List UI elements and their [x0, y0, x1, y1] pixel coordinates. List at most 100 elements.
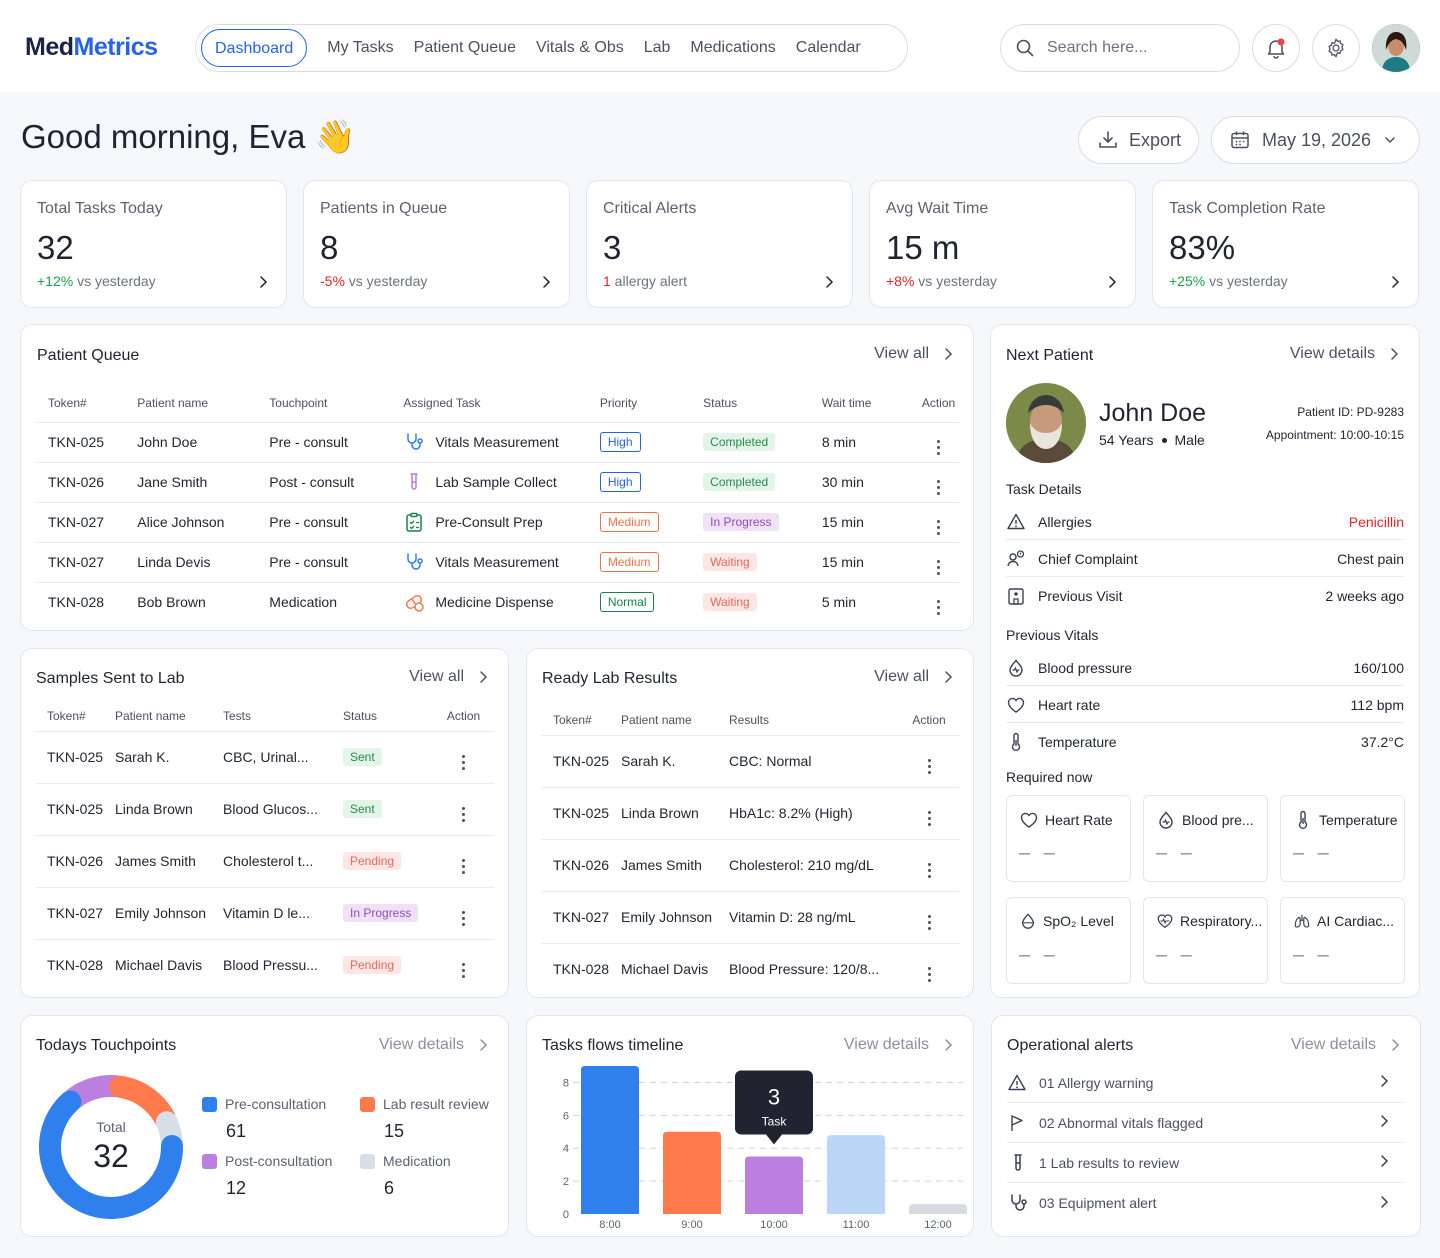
- more-actions-icon[interactable]: [462, 858, 466, 874]
- action-cell[interactable]: [899, 734, 959, 787]
- search-input[interactable]: Search here...: [1000, 24, 1240, 72]
- samples-view-all[interactable]: View all: [409, 668, 488, 686]
- action-cell[interactable]: [433, 730, 494, 783]
- action-cell[interactable]: [899, 838, 959, 891]
- donut-segment[interactable]: [39, 1090, 183, 1219]
- bar[interactable]: [581, 1066, 639, 1214]
- bar[interactable]: [663, 1131, 721, 1214]
- patient-name-cell[interactable]: Linda Brown: [621, 786, 729, 839]
- user-avatar[interactable]: [1372, 24, 1420, 72]
- more-actions-icon[interactable]: [927, 810, 931, 826]
- table-row[interactable]: TKN-025 Sarah K. CBC: Normal: [541, 734, 959, 787]
- more-actions-icon[interactable]: [937, 559, 941, 575]
- required-vital-tile[interactable]: Heart Rate – –: [1006, 795, 1131, 882]
- action-cell[interactable]: [918, 421, 959, 462]
- action-cell[interactable]: [433, 938, 494, 991]
- table-row[interactable]: TKN-026 James Smith Cholesterol t... Pendin…: [35, 834, 494, 887]
- table-row[interactable]: TKN-028 Bob Brown Medication Medicine Dispe…: [36, 581, 959, 622]
- table-row[interactable]: TKN-026 Jane Smith Post - consult Lab Sampl…: [36, 461, 959, 502]
- patient-name-cell[interactable]: Michael Davis: [115, 938, 223, 991]
- nav-my-tasks[interactable]: My Tasks: [327, 39, 394, 56]
- table-row[interactable]: TKN-027 Linda Devis Pre - consult Vitals Me…: [36, 541, 959, 582]
- alert-item[interactable]: 03 Equipment alert: [1007, 1183, 1405, 1223]
- action-cell[interactable]: [899, 786, 959, 839]
- table-row[interactable]: TKN-025 John Doe Pre - consult Vitals Measu…: [36, 421, 959, 462]
- action-cell[interactable]: [918, 541, 959, 582]
- bar[interactable]: [745, 1156, 803, 1214]
- patient-name-cell[interactable]: Sarah K.: [621, 734, 729, 787]
- patient-name-cell[interactable]: Emily Johnson: [115, 886, 223, 939]
- kpi-card[interactable]: Critical Alerts 3 1 allergy alert: [586, 180, 853, 308]
- table-row[interactable]: TKN-027 Alice Johnson Pre - consult Pre-Con…: [36, 501, 959, 542]
- table-row[interactable]: TKN-028 Michael Davis Blood Pressu... Pendi…: [35, 938, 494, 991]
- alert-item[interactable]: 02 Abnormal vitals flagged: [1007, 1103, 1405, 1143]
- more-actions-icon[interactable]: [937, 599, 941, 615]
- nav-lab[interactable]: Lab: [643, 39, 671, 56]
- more-actions-icon[interactable]: [937, 439, 941, 455]
- nav-vitals-obs[interactable]: Vitals & Obs: [535, 39, 624, 56]
- more-actions-icon[interactable]: [927, 862, 931, 878]
- settings-button[interactable]: [1312, 24, 1360, 72]
- action-cell[interactable]: [918, 581, 959, 622]
- more-actions-icon[interactable]: [462, 754, 466, 770]
- bar[interactable]: [827, 1135, 885, 1214]
- required-vital-tile[interactable]: SpO₂ Level – –: [1006, 897, 1131, 984]
- required-vital-tile[interactable]: AI Cardiac... – –: [1280, 897, 1405, 984]
- ready-results-view-all[interactable]: View all: [874, 668, 953, 686]
- action-cell[interactable]: [433, 886, 494, 939]
- patient-name-cell[interactable]: James Smith: [115, 834, 223, 887]
- date-picker[interactable]: May 19, 2026: [1211, 116, 1420, 164]
- action-cell[interactable]: [899, 942, 959, 995]
- more-actions-icon[interactable]: [937, 479, 941, 495]
- nav-patient-queue[interactable]: Patient Queue: [413, 39, 516, 56]
- action-cell[interactable]: [918, 461, 959, 502]
- more-actions-icon[interactable]: [937, 519, 941, 535]
- more-actions-icon[interactable]: [462, 910, 466, 926]
- more-actions-icon[interactable]: [927, 758, 931, 774]
- timeline-view-details[interactable]: View details: [844, 1036, 953, 1054]
- action-cell[interactable]: [899, 890, 959, 943]
- more-actions-icon[interactable]: [927, 966, 931, 982]
- action-cell[interactable]: [433, 782, 494, 835]
- more-actions-icon[interactable]: [462, 962, 466, 978]
- export-button[interactable]: Export: [1078, 116, 1199, 164]
- nav-medications[interactable]: Medications: [690, 39, 776, 56]
- alert-item[interactable]: 1 Lab results to review: [1007, 1143, 1405, 1183]
- table-row[interactable]: TKN-025 Linda Brown HbA1c: 8.2% (High): [541, 786, 959, 839]
- touchpoints-view-details[interactable]: View details: [379, 1036, 488, 1054]
- nav-dashboard[interactable]: Dashboard: [201, 29, 308, 67]
- next-patient-view-details[interactable]: View details: [1290, 345, 1399, 363]
- required-vital-tile[interactable]: Respiratory... – –: [1143, 897, 1268, 984]
- more-actions-icon[interactable]: [462, 806, 466, 822]
- alerts-view-details[interactable]: View details: [1291, 1036, 1400, 1054]
- patient-name-cell[interactable]: Linda Brown: [115, 782, 223, 835]
- patient-name-cell[interactable]: Sarah K.: [115, 730, 223, 783]
- patient-name-cell[interactable]: Michael Davis: [621, 942, 729, 995]
- table-row[interactable]: TKN-025 Sarah K. CBC, Urinal... Sent: [35, 730, 494, 783]
- notifications-button[interactable]: [1252, 24, 1300, 72]
- kpi-card[interactable]: Total Tasks Today 32 +12% vs yesterday: [20, 180, 287, 308]
- donut-segment[interactable]: [63, 1075, 127, 1110]
- table-row[interactable]: TKN-028 Michael Davis Blood Pressure: 120/…: [541, 942, 959, 995]
- bar[interactable]: [909, 1204, 967, 1214]
- table-row[interactable]: TKN-027 Emily Johnson Vitamin D: 28 ng/mL: [541, 890, 959, 943]
- kpi-card[interactable]: Avg Wait Time 15 m +8% vs yesterday: [869, 180, 1136, 308]
- patient-name-cell[interactable]: Alice Johnson: [137, 501, 270, 542]
- patient-name-cell[interactable]: Bob Brown: [137, 581, 270, 622]
- patient-name-cell[interactable]: Emily Johnson: [621, 890, 729, 943]
- patient-name-cell[interactable]: James Smith: [621, 838, 729, 891]
- table-row[interactable]: TKN-025 Linda Brown Blood Glucos... Sent: [35, 782, 494, 835]
- table-row[interactable]: TKN-027 Emily Johnson Vitamin D le... In Pr…: [35, 886, 494, 939]
- table-row[interactable]: TKN-026 James Smith Cholesterol: 210 mg/dL: [541, 838, 959, 891]
- required-vital-tile[interactable]: Blood pre... – –: [1143, 795, 1268, 882]
- patient-name-cell[interactable]: Jane Smith: [137, 461, 270, 502]
- more-actions-icon[interactable]: [927, 914, 931, 930]
- required-vital-tile[interactable]: Temperature – –: [1280, 795, 1405, 882]
- donut-segment[interactable]: [109, 1075, 176, 1129]
- action-cell[interactable]: [433, 834, 494, 887]
- patient-name-cell[interactable]: Linda Devis: [137, 541, 270, 582]
- action-cell[interactable]: [918, 501, 959, 542]
- app-logo[interactable]: MedMetrics: [25, 33, 158, 61]
- kpi-card[interactable]: Patients in Queue 8 -5% vs yesterday: [303, 180, 570, 308]
- kpi-card[interactable]: Task Completion Rate 83% +25% vs yesterday: [1152, 180, 1419, 308]
